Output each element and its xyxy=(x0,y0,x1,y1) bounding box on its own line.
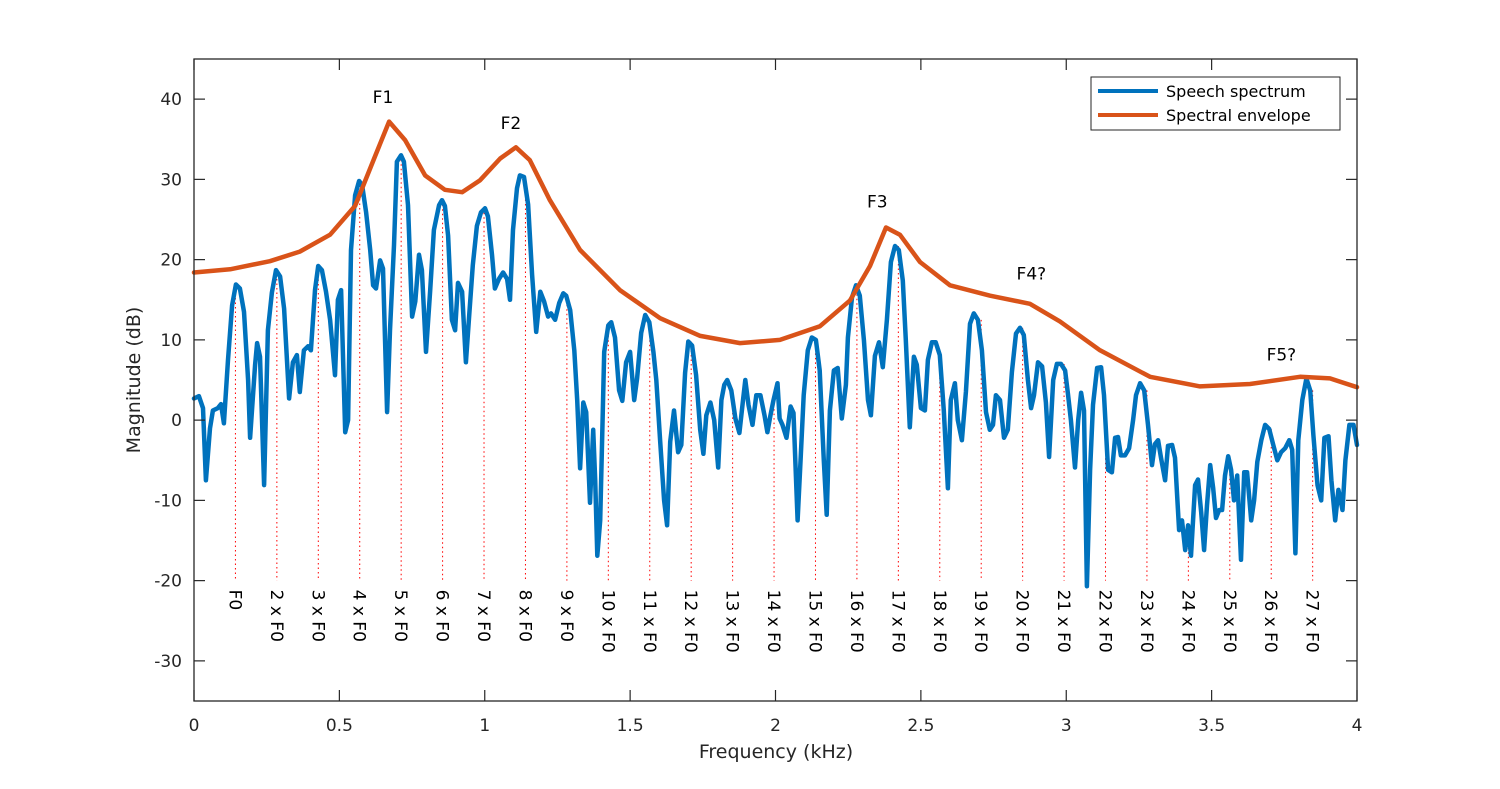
harmonic-label: 16 x F0 xyxy=(846,590,866,653)
harmonic-label: F0 xyxy=(224,590,244,611)
harmonic-label: 14 x F0 xyxy=(763,590,783,653)
harmonic-label: 10 x F0 xyxy=(597,590,617,653)
legend-box xyxy=(1090,76,1341,131)
x-tick-label: 1 xyxy=(479,716,490,736)
y-tick-label: 30 xyxy=(160,170,182,190)
formant-label: F5? xyxy=(1267,346,1297,366)
y-tick-label: 20 xyxy=(160,251,182,271)
speech-spectrum-line xyxy=(191,153,1360,589)
harmonic-label: 23 x F0 xyxy=(1136,590,1156,653)
y-tick-label: 40 xyxy=(160,90,182,110)
legend-label-envelope: Spectral envelope xyxy=(1166,106,1311,125)
harmonic-label: 17 x F0 xyxy=(887,590,907,653)
spectral-envelope-line xyxy=(191,119,1360,390)
harmonic-label: 22 x F0 xyxy=(1095,590,1115,653)
harmonic-labels: F0 2 x F0 3 x F0 4 x F0 5 x F0 6 x F0 7 x F0 8 … xyxy=(224,590,1321,653)
formant-label: F3 xyxy=(867,192,888,212)
harmonic-label: 12 x F0 xyxy=(680,590,700,653)
x-tick-label: 2.5 xyxy=(907,716,934,736)
harmonic-label: 27 x F0 xyxy=(1302,590,1322,653)
y-tick-label: 10 xyxy=(160,331,182,351)
legend-label-spectrum: Speech spectrum xyxy=(1166,82,1306,101)
harmonic-label: 9 x F0 xyxy=(556,590,576,642)
x-tick-label: 0.5 xyxy=(326,716,353,736)
harmonic-label: 6 x F0 xyxy=(432,590,452,642)
harmonic-label: 13 x F0 xyxy=(722,590,742,653)
y-tick-label: -30 xyxy=(154,652,182,672)
y-tick-label: -20 xyxy=(154,572,182,592)
harmonic-label: 25 x F0 xyxy=(1219,590,1239,653)
x-tick-label: 1.5 xyxy=(617,716,644,736)
harmonic-label: 4 x F0 xyxy=(349,590,369,642)
formant-label: F4? xyxy=(1017,265,1047,285)
x-axis-label: Frequency (kHz) xyxy=(699,741,853,763)
harmonic-label: 3 x F0 xyxy=(307,590,327,642)
y-tick-label: 0 xyxy=(171,411,182,431)
harmonic-label: 11 x F0 xyxy=(639,590,659,653)
harmonic-label: 15 x F0 xyxy=(804,590,824,653)
legend: Speech spectrum Spectral envelope xyxy=(1090,76,1341,131)
y-tick-label: -10 xyxy=(154,491,182,511)
formant-annotations: F1 F2 F3 F4? F5? xyxy=(373,88,1297,366)
formant-label: F1 xyxy=(373,88,394,108)
harmonic-label: 26 x F0 xyxy=(1260,590,1280,653)
harmonic-label: 21 x F0 xyxy=(1053,590,1073,653)
harmonic-label: 7 x F0 xyxy=(473,590,493,642)
harmonic-label: 18 x F0 xyxy=(929,590,949,653)
harmonic-label: 8 x F0 xyxy=(514,590,534,642)
x-tick-label: 2 xyxy=(770,716,781,736)
harmonic-label: 24 x F0 xyxy=(1177,590,1197,653)
axis-ticks: 0 0.5 1 1.5 2 2.5 3 3.5 4 -30 -20 -10 0 10 20 30 40 xyxy=(154,59,1362,736)
formant-label: F2 xyxy=(501,114,522,134)
series-lines xyxy=(191,119,1360,589)
y-axis-label: Magnitude (dB) xyxy=(123,307,145,454)
x-tick-label: 3 xyxy=(1061,716,1072,736)
harmonic-label: 20 x F0 xyxy=(1012,590,1032,653)
x-tick-label: 4 xyxy=(1352,716,1363,736)
x-tick-label: 3.5 xyxy=(1198,716,1225,736)
harmonic-label: 2 x F0 xyxy=(266,590,286,642)
x-tick-label: 0 xyxy=(189,716,200,736)
harmonic-label: 5 x F0 xyxy=(390,590,410,642)
harmonic-lines xyxy=(234,155,1314,581)
harmonic-label: 19 x F0 xyxy=(970,590,990,653)
